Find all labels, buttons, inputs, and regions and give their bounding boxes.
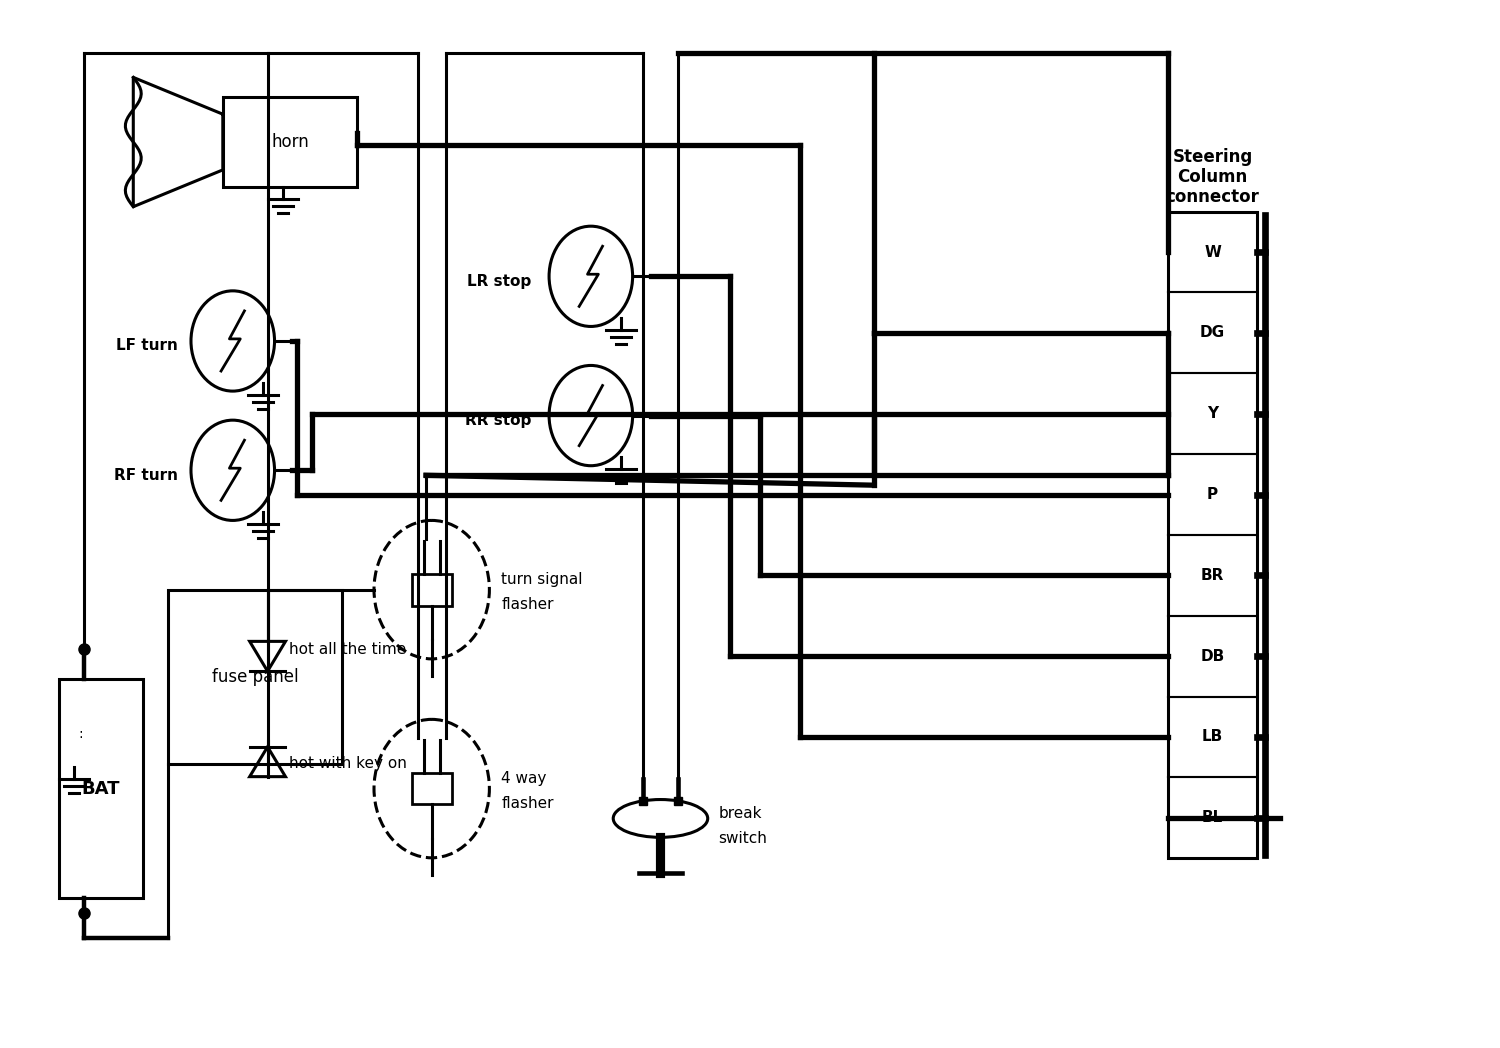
Text: RF turn: RF turn [114,467,178,483]
Bar [1168,212,1257,858]
Bar [224,97,357,187]
Bar [58,679,142,898]
Bar [411,574,452,606]
Text: LR stop: LR stop [466,274,531,289]
Text: flasher: flasher [501,796,554,811]
Ellipse shape [374,719,489,858]
Ellipse shape [549,366,633,465]
Text: DG: DG [1200,325,1225,341]
Text: horn: horn [272,133,309,151]
Text: break: break [718,806,762,821]
Text: Column: Column [1178,168,1248,185]
Text: hot all the time: hot all the time [290,641,406,657]
Text: Y: Y [1208,407,1218,421]
Text: BL: BL [1202,810,1222,826]
Text: Steering: Steering [1173,148,1252,166]
Text: connector: connector [1166,188,1260,205]
Text: LB: LB [1202,729,1222,744]
Text: switch: switch [718,831,766,846]
Ellipse shape [190,420,274,521]
Text: BR: BR [1202,568,1224,583]
Text: W: W [1204,244,1221,260]
Text: BAT: BAT [81,780,120,798]
Ellipse shape [374,521,489,659]
Ellipse shape [614,800,708,837]
Text: flasher: flasher [501,597,554,612]
Text: 4 way: 4 way [501,771,546,786]
Text: fuse panel: fuse panel [211,668,298,685]
Text: hot with key on: hot with key on [290,757,408,771]
Bar [411,772,452,805]
Bar [168,590,342,764]
Ellipse shape [190,291,274,391]
Ellipse shape [549,226,633,327]
Text: P: P [1208,487,1218,502]
Text: LF turn: LF turn [116,339,178,353]
Text: :: : [78,727,82,741]
Text: DB: DB [1200,649,1224,663]
Text: RR stop: RR stop [465,413,531,428]
Text: turn signal: turn signal [501,572,584,587]
